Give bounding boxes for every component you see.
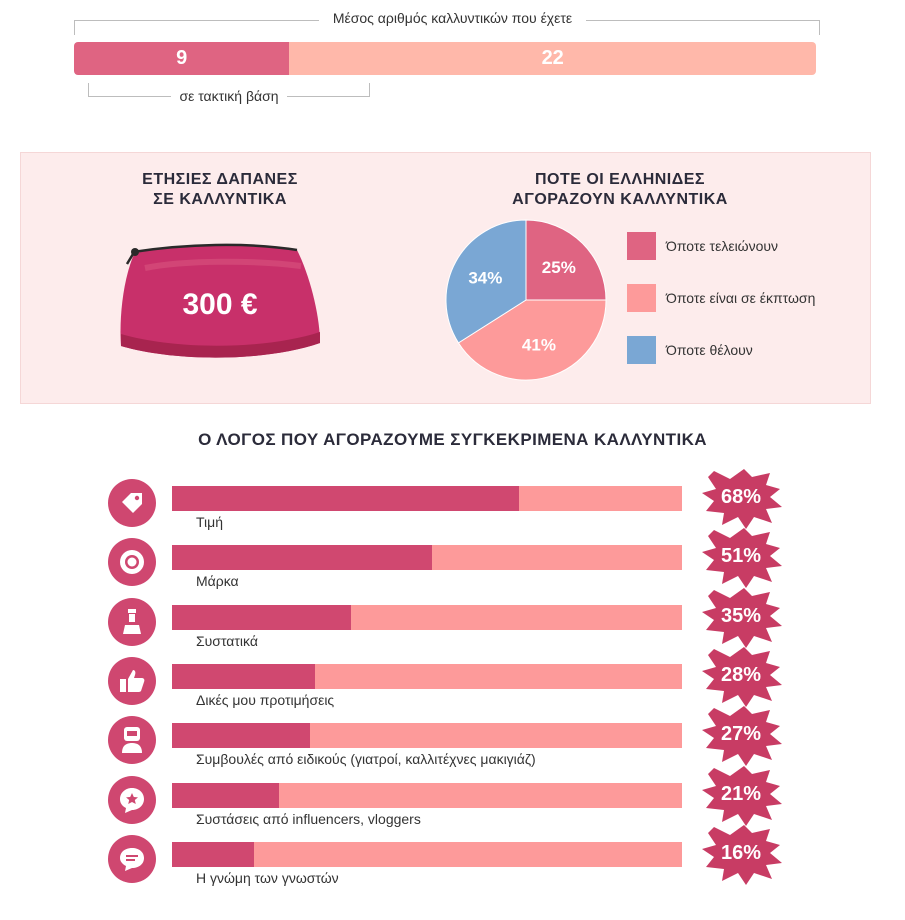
reason-bar [172, 486, 519, 511]
reason-bar [172, 841, 254, 867]
legend-item: Όποτε τελειώνουν [627, 232, 867, 260]
annual-title-line2: ΣΕ ΚΑΛΛΥΝΤΙΚΑ [153, 191, 287, 208]
reason-row: Μάρκα 51% [0, 528, 905, 598]
percent-badge [702, 706, 782, 767]
regular-segment: 9 [74, 42, 290, 75]
pie-slice [525, 219, 607, 301]
when-buy-title: ΠΟΤΕ ΟΙ ΕΛΛΗΝΙΔΕΣ ΑΓΟΡΑΖΟΥΝ ΚΑΛΛΥΝΤΙΚΑ [470, 170, 770, 210]
total-segment: 22 [289, 42, 816, 75]
legend-label: Όποτε είναι σε έκπτωση [666, 290, 816, 306]
reason-label: Συστάσεις από influencers, vloggers [196, 810, 421, 827]
pie-slice-label: 34% [468, 269, 502, 288]
legend-swatch [627, 336, 656, 364]
pie-slice [445, 219, 527, 344]
reason-row: Η γνώμη των γνωστών 16% [0, 824, 905, 895]
brand-seal-icon [108, 538, 156, 587]
reason-label: Τιμή [196, 514, 223, 530]
reason-row: Δικές μου προτιμήσεις 28% [0, 646, 905, 717]
reason-label: Συμβουλές από ειδικούς (γιατροί, καλλιτέ… [196, 751, 536, 768]
annual-spend-title: ΕΤΗΣΙΕΣ ΔΑΠΑΝΕΣ ΣΕ ΚΑΛΛΥΝΤΙΚΑ [110, 170, 330, 210]
when-title-line1: ΠΟΤΕ ΟΙ ΕΛΛΗΝΙΔΕΣ [534, 171, 706, 188]
regular-value: 9 [176, 47, 188, 69]
reason-row: Συστάσεις από influencers, vloggers 21% [0, 765, 905, 836]
reason-label: Συστατικά [196, 632, 258, 649]
reason-bar [172, 604, 351, 630]
reason-bar [172, 663, 315, 689]
tag-icon [108, 479, 156, 527]
annual-amount: 300 € [182, 288, 258, 321]
reason-percent: 27% [720, 723, 762, 746]
regular-caption-wrap: σε τακτική βάση [88, 88, 370, 106]
reason-row: Συστατικά 35% [0, 587, 905, 658]
purse-icon [120, 243, 320, 358]
percent-badge [702, 824, 782, 885]
regular-caption: σε τακτική βάση [171, 88, 287, 104]
reason-percent: 28% [720, 663, 762, 686]
pie-legend: Όποτε τελειώνουν Όποτε είναι σε έκπτωση Όπ… [627, 232, 867, 364]
reason-bar-track [172, 486, 682, 511]
pie-slice-label: 41% [522, 336, 556, 355]
legend-item: Όποτε θέλουν [627, 336, 867, 364]
chat-bubble-icon [108, 834, 156, 883]
reason-label: Η γνώμη των γνωστών [196, 869, 339, 886]
when-buy-pie-chart: 25% 41% 34% [445, 219, 607, 381]
legend-swatch [627, 232, 656, 260]
flask-icon [108, 597, 156, 646]
legend-label: Όποτε θέλουν [666, 342, 753, 358]
top-caption: Μέσος αριθμός καλλυντικών που έχετε [318, 10, 587, 26]
reason-bar-track [172, 663, 682, 689]
reason-percent: 51% [720, 545, 762, 568]
top-caption-wrap: Μέσος αριθμός καλλυντικών που έχετε [0, 10, 905, 28]
reason-bar [172, 782, 280, 808]
percent-badge [702, 646, 782, 707]
reason-percent: 35% [720, 604, 762, 627]
legend-label: Όποτε τελειώνουν [666, 238, 779, 254]
total-value: 22 [541, 47, 564, 69]
percent-badge [702, 528, 782, 589]
reason-bar-track [172, 545, 682, 571]
reason-row: Συμβουλές από ειδικούς (γιατροί, καλλιτέ… [0, 706, 905, 776]
when-title-line2: ΑΓΟΡΑΖΟΥΝ ΚΑΛΛΥΝΤΙΚΑ [512, 191, 728, 208]
reason-bar-track [172, 841, 682, 867]
reason-percent: 16% [720, 841, 762, 864]
reason-row: Τιμή 68% [0, 469, 905, 539]
reason-bar-track [172, 604, 682, 630]
reason-percent: 68% [720, 486, 762, 508]
reason-bar [172, 723, 310, 749]
cosmetics-count-bar: 9 22 [74, 42, 816, 75]
reason-bar [172, 545, 433, 571]
star-chat-icon [108, 775, 156, 824]
thumbs-up-icon [108, 656, 156, 705]
reason-label: Δικές μου προτιμήσεις [196, 691, 335, 708]
annual-title-line1: ΕΤΗΣΙΕΣ ΔΑΠΑΝΕΣ [142, 171, 298, 188]
doctor-icon [108, 716, 156, 765]
reasons-title: Ο ΛΟΓΟΣ ΠΟΥ ΑΓΟΡΑΖΟΥΜΕ ΣΥΓΚΕΚΡΙΜΕΝΑ ΚΑΛΛ… [198, 430, 707, 449]
pie-slice-label: 25% [542, 258, 576, 277]
percent-badge [702, 765, 782, 826]
legend-swatch [627, 284, 656, 312]
reason-bar-track [172, 723, 682, 749]
reason-percent: 21% [720, 782, 762, 805]
reason-bar-track [172, 782, 682, 808]
legend-item: Όποτε είναι σε έκπτωση [627, 284, 867, 312]
percent-badge [702, 587, 782, 648]
reason-label: Μάρκα [196, 573, 239, 590]
percent-badge [702, 469, 782, 529]
